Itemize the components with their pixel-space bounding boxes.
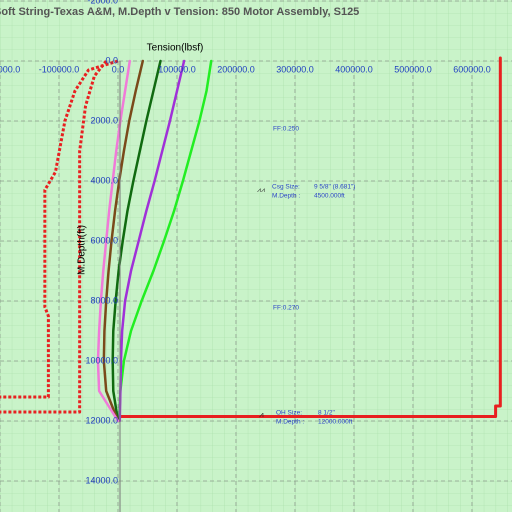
y-tick-label: 10000.0 xyxy=(85,355,118,365)
series-line xyxy=(111,59,162,423)
x-tick-label: 0.0 xyxy=(112,64,125,74)
annotation: 9 5/8" (8.681") xyxy=(314,184,355,191)
x-tick-label: 500000.0 xyxy=(394,64,432,74)
series-line xyxy=(118,59,186,423)
y-tick-label: 6000.0 xyxy=(90,235,118,245)
annotation: M.Depth : xyxy=(272,193,300,200)
series-line xyxy=(117,59,213,423)
annotation: 4500.000ft xyxy=(314,193,345,200)
annotation: 8 1/2" xyxy=(318,410,335,417)
y-tick-label: 4000.0 xyxy=(90,175,118,185)
x-tick-label: 200000.0 xyxy=(217,64,255,74)
icon: ⩘⩘ xyxy=(257,187,265,194)
x-tick-label: 300000.0 xyxy=(276,64,314,74)
y-tick-label: 8000.0 xyxy=(90,295,118,305)
series-line xyxy=(116,56,502,418)
annotation: Csg Size: xyxy=(272,184,300,191)
annotation: 12000.000ft xyxy=(318,419,353,426)
y-tick-label: -2000.0 xyxy=(87,0,118,5)
x-tick-label: 600000.0 xyxy=(453,64,491,74)
x-tick-label: -200000.0 xyxy=(0,64,20,74)
x-tick-label: -100000.0 xyxy=(39,64,80,74)
x-tick-label: 100000.0 xyxy=(158,64,196,74)
chart-title: Soft String-Texas A&M, M.Depth v Tension… xyxy=(0,6,359,18)
annotation: FF:0.250 xyxy=(273,126,299,133)
y-axis-title: M.Depth(ft) xyxy=(77,225,88,275)
series-line xyxy=(0,59,119,399)
y-tick-label: 14000.0 xyxy=(85,475,118,485)
annotation: M.Depth : xyxy=(276,419,304,426)
series-line xyxy=(102,59,145,423)
y-tick-label: 12000.0 xyxy=(85,415,118,425)
annotation: OH Size: xyxy=(276,410,302,417)
series-line xyxy=(0,60,108,414)
x-axis-title: Tension(lbsf) xyxy=(147,43,204,54)
icon: ⩘ xyxy=(259,410,264,419)
y-tick-label: 2000.0 xyxy=(90,115,118,125)
y-tick-label: 0.0 xyxy=(105,55,118,65)
annotation: FF:0.270 xyxy=(273,305,299,312)
x-tick-label: 400000.0 xyxy=(335,64,373,74)
